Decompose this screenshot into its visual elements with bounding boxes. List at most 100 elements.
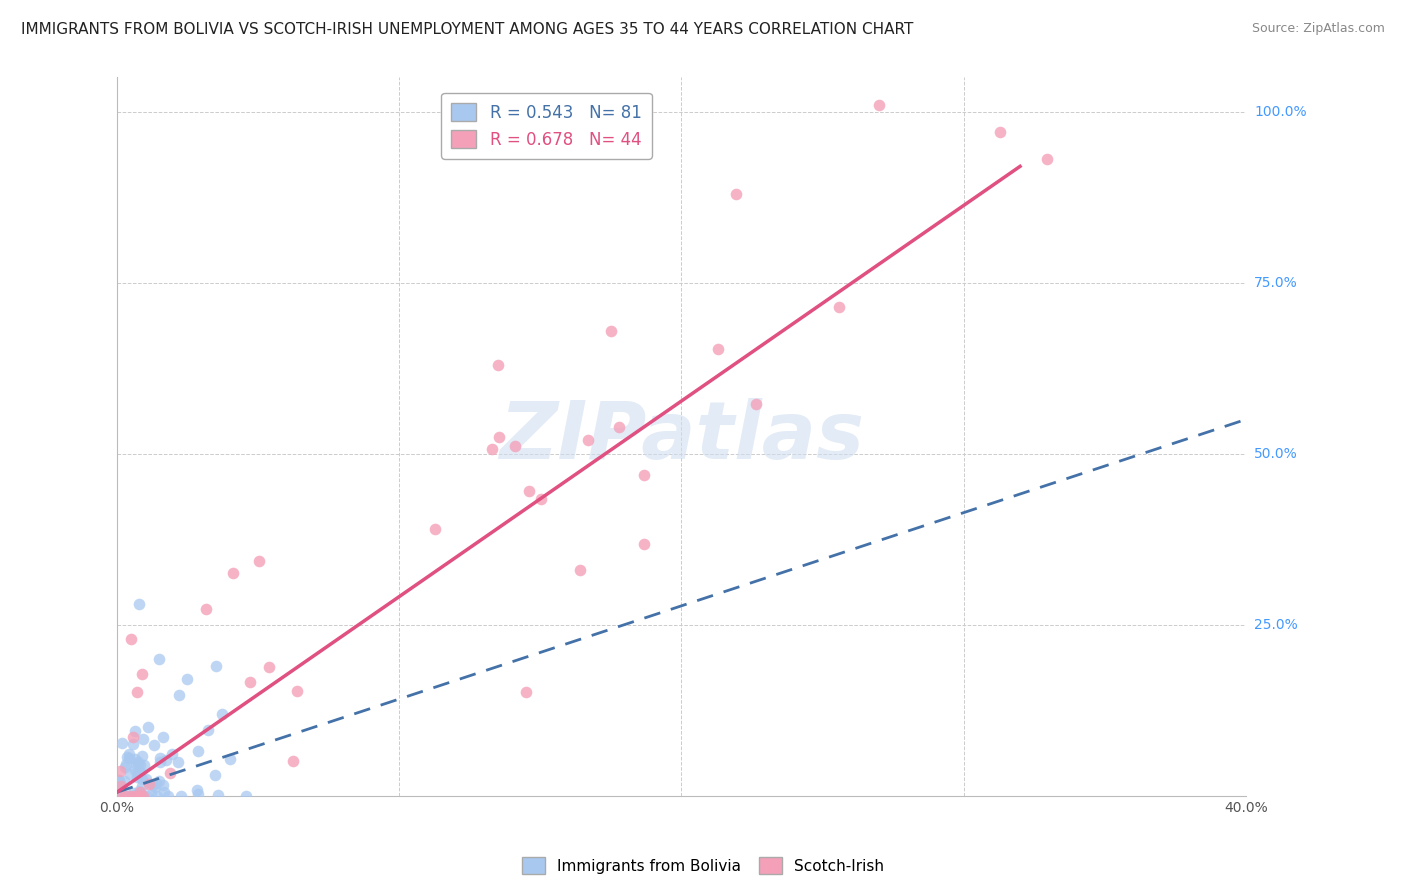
Point	[114, 789, 136, 803]
Point	[111, 789, 134, 803]
Point	[219, 751, 242, 765]
Point	[176, 673, 198, 687]
Point	[127, 770, 149, 784]
Point	[503, 439, 526, 453]
Point	[111, 789, 134, 803]
Point	[111, 736, 134, 750]
Point	[117, 789, 139, 803]
Point	[828, 300, 851, 314]
Point	[207, 788, 229, 802]
Point	[121, 789, 143, 803]
Point	[127, 684, 149, 698]
Point	[131, 667, 153, 681]
Point	[515, 684, 537, 698]
Text: 25.0%: 25.0%	[1254, 617, 1298, 632]
Point	[149, 751, 172, 765]
Point	[146, 789, 169, 803]
Point	[132, 731, 155, 746]
Point	[121, 730, 143, 744]
Text: IMMIGRANTS FROM BOLIVIA VS SCOTCH-IRISH UNEMPLOYMENT AMONG AGES 35 TO 44 YEARS C: IMMIGRANTS FROM BOLIVIA VS SCOTCH-IRISH …	[21, 22, 914, 37]
Point	[124, 752, 146, 766]
Point	[868, 97, 890, 112]
Point	[125, 757, 148, 772]
Point	[239, 674, 262, 689]
Point	[128, 597, 150, 611]
Point	[121, 789, 143, 803]
Point	[501, 104, 523, 119]
Point	[481, 442, 503, 456]
Point	[599, 324, 621, 338]
Point	[222, 566, 245, 581]
Point	[118, 789, 141, 803]
Point	[155, 753, 177, 767]
Point	[121, 786, 143, 800]
Point	[281, 754, 304, 768]
Point	[108, 764, 131, 779]
Point	[724, 187, 747, 202]
Text: ZIPatlas: ZIPatlas	[499, 398, 863, 475]
Point	[110, 779, 132, 793]
Point	[129, 757, 152, 772]
Point	[107, 789, 129, 803]
Point	[157, 789, 180, 803]
Point	[204, 767, 226, 781]
Point	[257, 659, 280, 673]
Point	[486, 358, 509, 372]
Point	[423, 522, 446, 536]
Point	[127, 755, 149, 769]
Point	[517, 484, 540, 499]
Point	[127, 789, 149, 803]
Point	[145, 776, 167, 790]
Point	[988, 125, 1011, 139]
Point	[118, 767, 141, 781]
Point	[131, 779, 153, 793]
Point	[153, 785, 176, 799]
Point	[139, 787, 162, 801]
Point	[124, 723, 146, 738]
Point	[120, 632, 142, 646]
Point	[122, 789, 145, 803]
Point	[138, 777, 160, 791]
Legend: R = 0.543   N= 81, R = 0.678   N= 44: R = 0.543 N= 81, R = 0.678 N= 44	[441, 93, 651, 159]
Point	[488, 429, 510, 443]
Point	[107, 773, 129, 788]
Point	[110, 789, 132, 803]
Point	[152, 731, 174, 745]
Point	[633, 536, 655, 550]
Point	[744, 397, 766, 411]
Point	[128, 789, 150, 803]
Point	[128, 789, 150, 803]
Point	[707, 342, 730, 356]
Point	[170, 789, 193, 803]
Point	[117, 750, 139, 764]
Point	[187, 787, 209, 801]
Point	[125, 789, 148, 803]
Point	[117, 789, 139, 803]
Point	[149, 755, 172, 769]
Point	[108, 789, 131, 803]
Point	[186, 783, 208, 797]
Point	[114, 760, 136, 774]
Point	[127, 764, 149, 779]
Point	[108, 774, 131, 789]
Point	[167, 688, 190, 702]
Point	[530, 491, 553, 506]
Point	[118, 747, 141, 761]
Point	[112, 773, 135, 788]
Legend: Immigrants from Bolivia, Scotch-Irish: Immigrants from Bolivia, Scotch-Irish	[516, 851, 890, 880]
Point	[114, 757, 136, 772]
Point	[569, 563, 592, 577]
Point	[576, 434, 599, 448]
Point	[204, 658, 226, 673]
Text: Source: ZipAtlas.com: Source: ZipAtlas.com	[1251, 22, 1385, 36]
Point	[247, 554, 270, 568]
Point	[285, 683, 308, 698]
Point	[131, 789, 153, 803]
Point	[108, 789, 131, 803]
Point	[108, 784, 131, 798]
Point	[131, 772, 153, 787]
Point	[160, 747, 183, 762]
Point	[143, 739, 166, 753]
Point	[148, 774, 170, 789]
Point	[1036, 153, 1059, 167]
